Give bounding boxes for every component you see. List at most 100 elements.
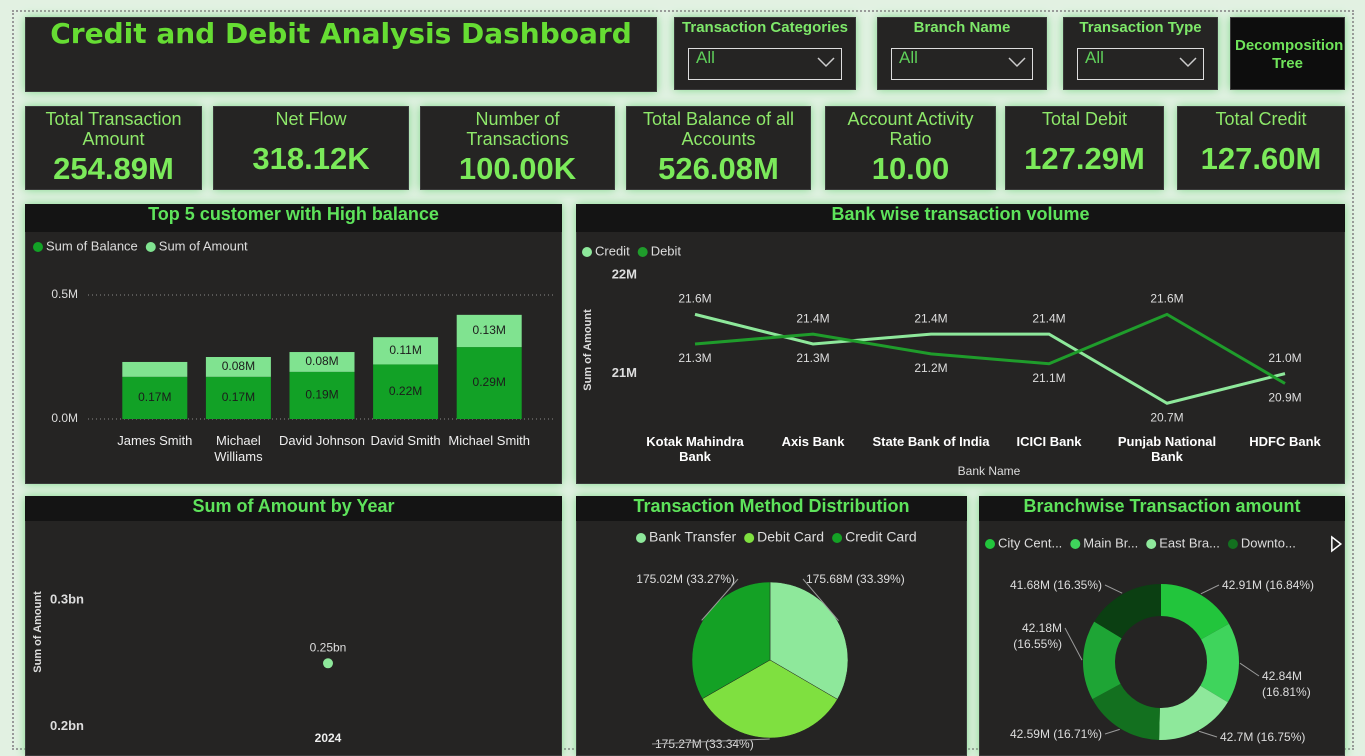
bar-segment xyxy=(373,337,439,365)
x-tick-label: James Smith xyxy=(117,433,193,448)
data-label: 42.7M (16.75%) xyxy=(1220,730,1306,744)
legend-label: Debit xyxy=(651,243,682,258)
legend-marker xyxy=(33,242,43,252)
filter-value[interactable]: All xyxy=(1085,48,1104,67)
legend-label: Bank Transfer xyxy=(649,529,736,545)
kpi-card: Net Flow 318.12K xyxy=(213,106,409,190)
bar-segment xyxy=(122,376,188,419)
line-series xyxy=(694,312,1286,405)
chart-title: Top 5 customer with High balance xyxy=(148,204,439,224)
dashboard-title: Credit and Debit Analysis Dashboard xyxy=(50,17,632,50)
filter-label: Transaction Type xyxy=(1079,19,1202,36)
data-label: 21.0M xyxy=(1268,351,1301,365)
chart-title: Transaction Method Distribution xyxy=(633,496,910,516)
data-label: 0.22M xyxy=(389,384,422,398)
bar-segment xyxy=(456,347,522,419)
legend-label: Credit xyxy=(595,243,630,258)
kpi-value: 526.08M xyxy=(658,151,779,186)
legend-label: Credit Card xyxy=(845,529,917,545)
y-tick-label: 0.5M xyxy=(51,287,78,301)
chart-title-bar xyxy=(979,496,1345,521)
filter-dropdown[interactable] xyxy=(891,48,1033,80)
data-label: 0.17M xyxy=(222,390,255,404)
legend-marker xyxy=(1146,539,1157,549)
line-series xyxy=(694,312,1286,385)
filter-value[interactable]: All xyxy=(899,48,918,67)
donut-slice xyxy=(1083,621,1122,700)
filter-panel xyxy=(877,17,1047,90)
bar-segment xyxy=(205,357,271,377)
chart-title-bar xyxy=(25,204,562,232)
kpi-value: 10.00 xyxy=(871,151,950,186)
legend-label: Downto... xyxy=(1241,535,1296,550)
data-label: 0.08M xyxy=(222,359,255,373)
chart-title: Sum of Amount by Year xyxy=(192,496,395,516)
legend-label: Sum of Amount xyxy=(159,238,248,253)
filter-dropdown[interactable] xyxy=(688,48,842,80)
data-label: 0.25bn xyxy=(310,640,347,654)
leader-line xyxy=(1200,584,1220,595)
legend-marker xyxy=(636,533,646,543)
data-label: 41.68M (16.35%) xyxy=(1009,578,1102,592)
kpi-label: Net Flow xyxy=(275,109,347,129)
header-panel xyxy=(25,17,657,92)
filter-dropdown[interactable] xyxy=(1077,48,1204,80)
data-label: 20.9M xyxy=(1268,391,1301,405)
data-label: 175.02M (33.27%) xyxy=(636,572,735,586)
data-label: 21.3M xyxy=(796,351,829,365)
data-label: 0.13M xyxy=(473,323,506,337)
kpi-card: Total Transaction Amount 254.89M xyxy=(25,106,202,190)
x-tick-label: Kotak Mahindra Bank xyxy=(646,434,744,464)
filter-label: Branch Name xyxy=(913,19,1011,36)
data-label: 42.84M (16.81%) xyxy=(1262,669,1311,699)
x-axis-title: Bank Name xyxy=(958,464,1021,478)
data-label: 20.7M xyxy=(1150,410,1183,424)
data-label: 0.17M xyxy=(138,390,171,404)
bar-segment xyxy=(456,314,522,348)
data-label: 0.29M xyxy=(473,375,506,389)
y-tick-label: 0.3bn xyxy=(50,592,84,607)
legend-marker xyxy=(985,539,995,549)
dropdown-chevron xyxy=(1008,57,1026,68)
y-axis-title: Sum of Amount xyxy=(582,309,594,391)
kpi-value: 318.12K xyxy=(252,141,370,176)
chart-title-bar xyxy=(576,204,1345,232)
data-label: 0.19M xyxy=(305,388,338,402)
data-label: 42.18M (16.55%) xyxy=(1013,621,1062,651)
legend-marker xyxy=(832,533,843,543)
decomposition-button[interactable]: Decomposition Tree xyxy=(1230,17,1345,90)
donut-slice xyxy=(1159,685,1228,740)
kpi-card: Total Credit 127.60M xyxy=(1177,106,1345,190)
bar-segment xyxy=(122,361,188,377)
leader-line xyxy=(651,738,770,745)
kpi-card: Account Activity Ratio 10.00 xyxy=(825,106,996,190)
donut-slice xyxy=(1092,683,1160,740)
chart-title-bar xyxy=(25,496,562,521)
kpi-label: Total Balance of all Accounts xyxy=(642,109,795,149)
kpi-value: 100.00K xyxy=(458,151,577,186)
data-label: 21.6M xyxy=(678,292,711,306)
data-label: 0.11M xyxy=(389,343,421,357)
y-axis-title: Sum of Amount xyxy=(32,591,44,673)
legend-marker xyxy=(582,247,592,257)
legend-label: Sum of Balance xyxy=(46,238,138,253)
kpi-label: Total Credit xyxy=(1215,109,1307,129)
data-label: 21.1M xyxy=(1032,371,1065,385)
legend-marker xyxy=(744,533,755,543)
filter-value[interactable]: All xyxy=(696,48,715,67)
legend-label: Main Br... xyxy=(1083,535,1138,550)
chart-title: Branchwise Transaction amount xyxy=(1023,496,1301,516)
y-tick-label: 0.2bn xyxy=(50,718,84,733)
leader-line xyxy=(802,578,839,621)
x-tick-label: David Johnson xyxy=(279,433,365,448)
legend-marker xyxy=(1070,539,1081,549)
x-tick-label: Michael Smith xyxy=(448,433,530,448)
kpi-card: Number of Transactions 100.00K xyxy=(420,106,615,190)
data-label: 21.4M xyxy=(914,311,947,325)
kpi-card: Total Balance of all Accounts 526.08M xyxy=(626,106,811,190)
bar-segment xyxy=(373,364,439,419)
kpi-label: Number of Transactions xyxy=(466,109,569,149)
data-label: 21.4M xyxy=(1032,311,1065,325)
